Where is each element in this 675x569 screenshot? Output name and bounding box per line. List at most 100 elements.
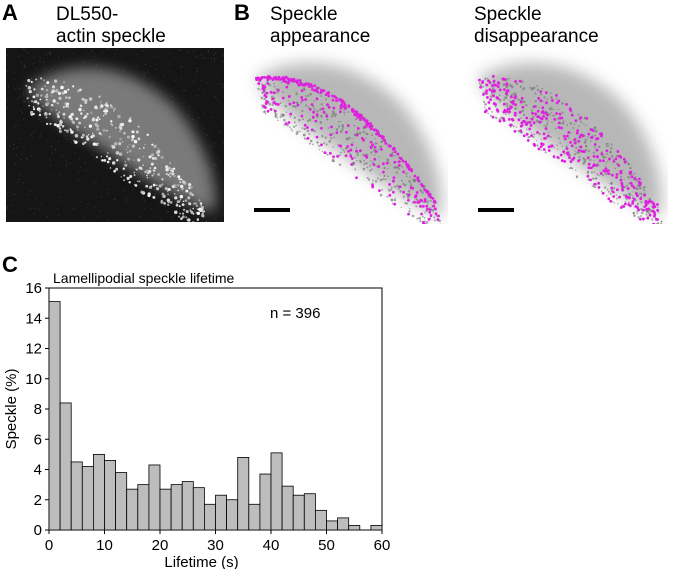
speckle-marker xyxy=(301,83,305,87)
gray-speckle xyxy=(316,110,319,113)
speckle-dot xyxy=(100,155,103,158)
speckle-marker xyxy=(612,159,616,163)
speckle-marker xyxy=(356,127,360,130)
speckle-marker xyxy=(335,131,339,135)
gray-speckle xyxy=(390,198,394,201)
noise-pixel xyxy=(25,119,27,121)
noise-pixel xyxy=(192,204,194,206)
gray-speckle xyxy=(532,86,536,90)
speckle-marker xyxy=(388,144,392,148)
speckle-dot xyxy=(174,210,178,214)
gray-speckle xyxy=(408,210,411,213)
speckle-dot xyxy=(152,183,156,187)
gray-speckle xyxy=(257,87,260,90)
gray-speckle xyxy=(370,151,372,154)
noise-pixel xyxy=(100,156,102,158)
gray-speckle xyxy=(391,202,394,205)
speckle-marker xyxy=(611,173,614,177)
gray-speckle xyxy=(264,98,267,101)
gray-speckle xyxy=(605,165,607,167)
noise-pixel xyxy=(196,71,198,73)
speckle-dot xyxy=(106,160,110,164)
gray-speckle xyxy=(294,105,297,108)
gray-speckle xyxy=(287,99,289,102)
gray-speckle xyxy=(318,149,321,151)
noise-pixel xyxy=(130,76,132,78)
noise-pixel xyxy=(215,163,217,165)
gray-speckle xyxy=(534,99,537,103)
speckle-marker xyxy=(369,146,373,149)
speckle-dot xyxy=(128,143,131,146)
gray-speckle xyxy=(577,137,579,139)
gray-speckle xyxy=(310,140,312,142)
speckle-dot xyxy=(84,126,86,128)
noise-pixel xyxy=(157,204,159,206)
speckle-dot xyxy=(91,134,95,138)
gray-speckle xyxy=(568,167,571,170)
speckle-marker xyxy=(558,116,562,120)
noise-pixel xyxy=(30,135,32,137)
histogram-bar xyxy=(248,503,261,531)
speckle-dot xyxy=(146,176,149,179)
gray-speckle xyxy=(546,124,548,127)
noise-pixel xyxy=(217,74,219,76)
gray-speckle xyxy=(614,167,617,170)
speckle-marker xyxy=(410,169,414,173)
gray-speckle xyxy=(349,153,352,156)
noise-pixel xyxy=(6,107,8,109)
speckle-dot xyxy=(32,95,36,99)
noise-pixel xyxy=(73,208,75,210)
speckle-marker xyxy=(570,113,574,117)
speckle-marker xyxy=(339,104,343,108)
speckle-marker xyxy=(604,167,608,171)
gray-speckle xyxy=(578,151,580,154)
gray-speckle xyxy=(506,78,509,81)
noise-pixel xyxy=(46,216,48,218)
noise-pixel xyxy=(220,130,222,132)
speckle-marker xyxy=(587,166,591,170)
speckle-dot xyxy=(131,144,136,148)
noise-pixel xyxy=(197,56,199,58)
speckle-marker xyxy=(404,160,408,164)
gray-speckle xyxy=(432,212,434,214)
gray-speckle xyxy=(379,193,383,197)
speckle-marker xyxy=(575,131,579,135)
speckle-dot xyxy=(122,167,126,170)
speckle-dot xyxy=(198,199,201,202)
speckle-marker xyxy=(567,131,571,134)
speckle-dot xyxy=(179,181,182,184)
speckle-dot xyxy=(126,176,130,181)
speckle-marker xyxy=(565,147,569,151)
speckle-marker xyxy=(642,217,645,221)
gray-speckle xyxy=(401,179,403,182)
gray-speckle xyxy=(531,120,533,122)
gray-speckle xyxy=(584,138,587,142)
speckle-marker xyxy=(332,155,335,159)
gray-speckle xyxy=(483,100,486,103)
speckle-marker xyxy=(544,111,548,115)
speckle-marker xyxy=(272,91,276,95)
speckle-dot xyxy=(178,177,181,181)
noise-pixel xyxy=(39,57,41,59)
gray-speckle xyxy=(333,136,336,139)
speckle-dot xyxy=(161,183,164,186)
speckle-marker xyxy=(574,119,578,123)
noise-pixel xyxy=(150,65,152,67)
gray-speckle xyxy=(410,184,413,186)
gray-speckle xyxy=(574,169,577,171)
speckle-marker xyxy=(597,186,601,189)
noise-pixel xyxy=(187,51,189,53)
noise-pixel xyxy=(106,192,108,194)
gray-speckle xyxy=(508,104,511,107)
speckle-marker xyxy=(570,144,574,148)
speckle-marker xyxy=(311,87,314,91)
speckle-dot xyxy=(179,184,184,189)
gray-speckle xyxy=(345,137,348,140)
gray-speckle xyxy=(604,186,607,189)
gray-speckle xyxy=(264,112,267,115)
gray-speckle xyxy=(322,141,326,145)
gray-speckle xyxy=(407,189,411,193)
speckle-marker xyxy=(565,102,568,106)
speckle-dot xyxy=(133,139,138,144)
speckle-marker xyxy=(385,161,389,165)
